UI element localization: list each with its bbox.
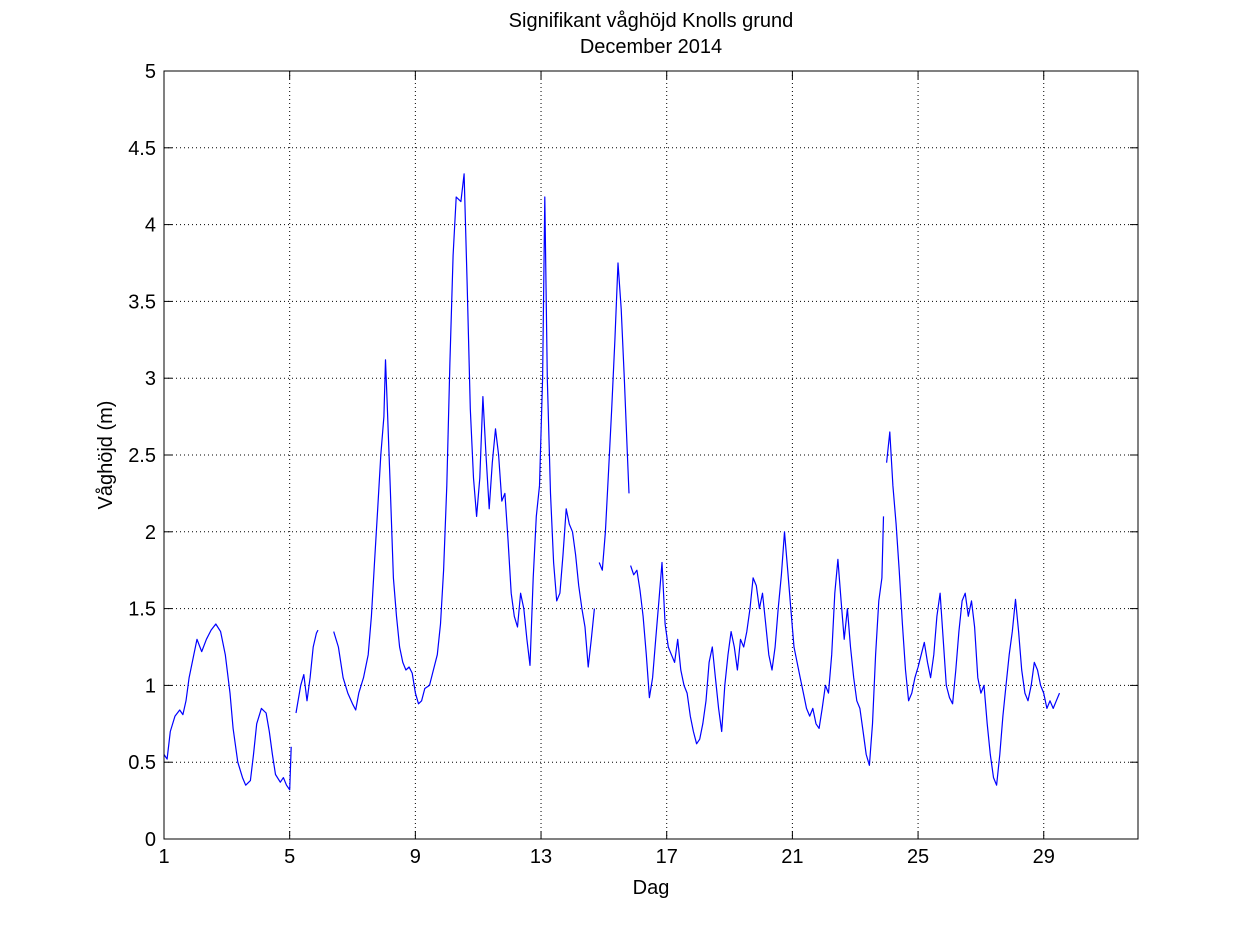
y-tick-label: 4.5: [128, 138, 156, 160]
x-tick-label: 25: [907, 846, 929, 868]
y-tick-labels: 0 0.5 1 1.5 2 2.5 3 3.5 4 4.5 5: [128, 61, 156, 851]
y-tick-label: 3: [145, 368, 156, 390]
series-line-segment: [333, 173, 595, 711]
series-line-segment: [163, 623, 292, 791]
y-tick-label: 3.5: [128, 291, 156, 313]
wave-height-series: [163, 173, 1061, 791]
chart-title: Signifikant våghöjd Knolls grund: [509, 10, 794, 32]
series-line-segment: [598, 262, 630, 571]
plot-background: [164, 71, 1138, 839]
x-tick-label: 5: [284, 846, 295, 868]
series-line-segment: [295, 629, 319, 714]
x-tick-label: 1: [158, 846, 169, 868]
grid-lines: [164, 71, 1138, 839]
axis-ticks: [163, 70, 1138, 840]
y-tick-label: 1: [145, 675, 156, 697]
y-tick-label: 1.5: [128, 599, 156, 621]
y-tick-label: 2: [145, 522, 156, 544]
y-tick-label: 4: [145, 215, 156, 237]
chart-subtitle: December 2014: [580, 36, 722, 58]
x-axis-label: Dag: [633, 877, 670, 899]
x-tick-label: 21: [781, 846, 803, 868]
x-tick-labels: 1 5 9 13 17 21 25 29: [158, 846, 1054, 868]
y-tick-label: 2.5: [128, 445, 156, 467]
x-tick-label: 29: [1033, 846, 1055, 868]
x-tick-label: 13: [530, 846, 552, 868]
y-tick-label: 0: [145, 829, 156, 851]
x-tick-label: 9: [410, 846, 421, 868]
series-line-segment: [886, 431, 1061, 786]
series-line-segment: [630, 516, 885, 766]
y-axis-label: Våghöjd (m): [95, 401, 117, 510]
y-tick-label: 5: [145, 61, 156, 83]
x-tick-label: 17: [656, 846, 678, 868]
y-tick-label: 0.5: [128, 752, 156, 774]
